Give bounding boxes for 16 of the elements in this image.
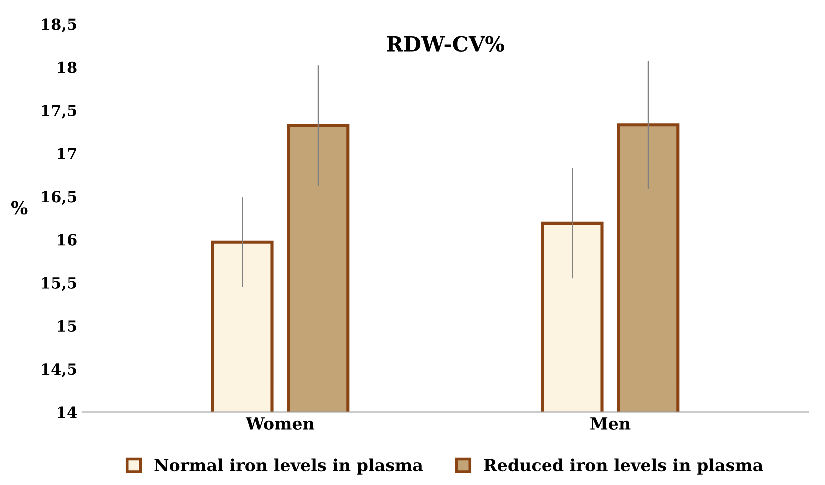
- x-tick-label: Women: [246, 418, 315, 430]
- y-tick-label: 17,5: [42, 104, 76, 119]
- y-tick-label: 14,5: [42, 364, 76, 378]
- y-tick-label: 16: [58, 234, 77, 246]
- legend-label: Normal iron levels in plasma: [154, 458, 424, 475]
- legend-label: Reduced iron levels in plasma: [484, 458, 764, 475]
- chart-title: RDW-CV%: [387, 36, 504, 52]
- y-tick-label: 15: [58, 320, 76, 332]
- y-axis-title: %: [11, 201, 28, 215]
- y-tick-label: 14: [58, 406, 78, 418]
- y-tick-label: 17: [58, 148, 76, 160]
- y-tick-label: 18: [58, 62, 77, 74]
- y-tick-label: 18,5: [42, 18, 76, 33]
- x-tick-label: Men: [590, 418, 631, 430]
- y-tick-label: 15,5: [42, 277, 76, 292]
- y-tick-label: 16,5: [42, 191, 76, 206]
